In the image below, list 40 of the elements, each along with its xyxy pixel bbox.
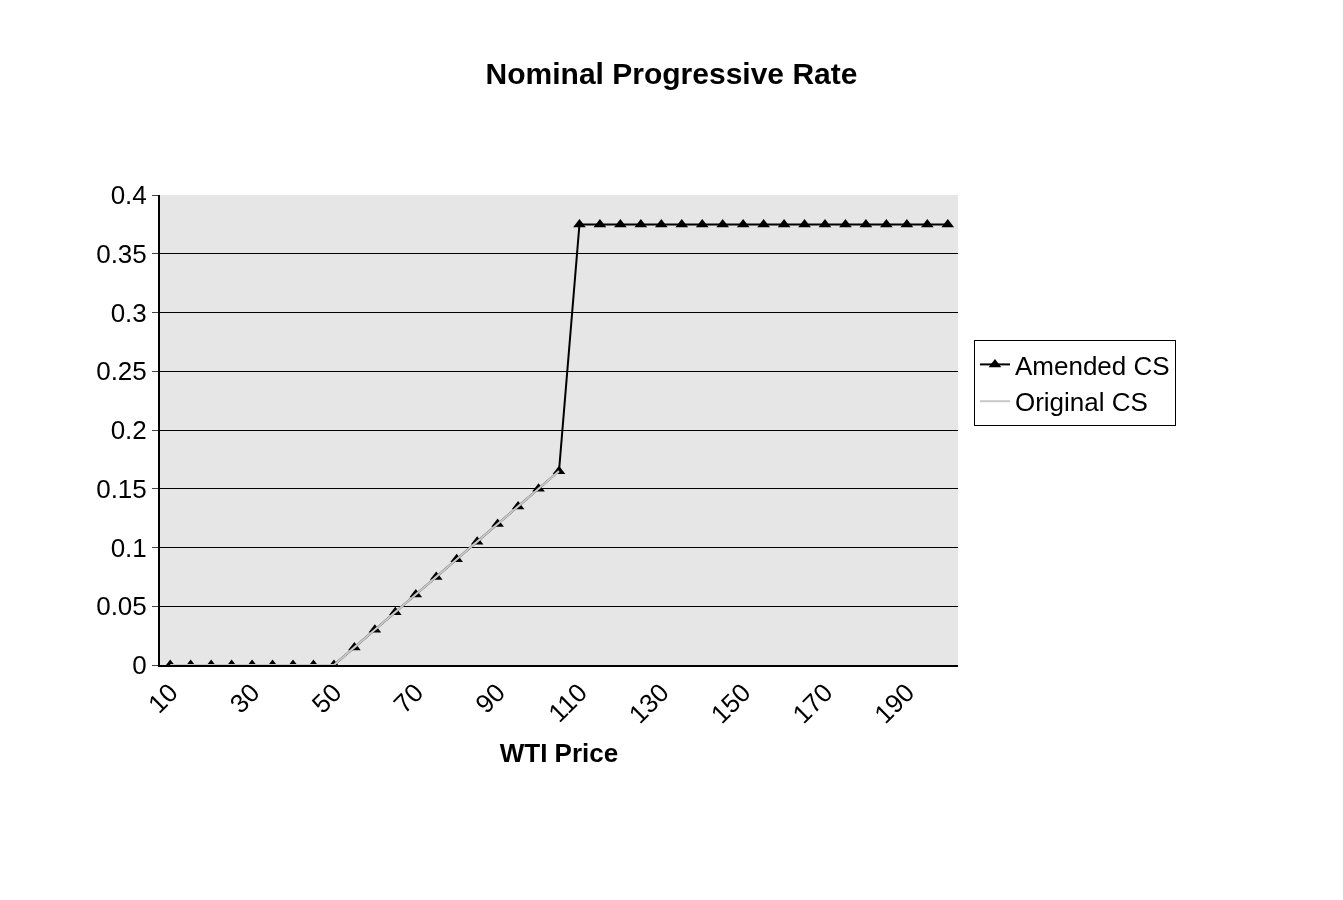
point [614,218,627,228]
point [859,218,873,228]
point [757,218,770,228]
point [798,218,811,228]
x-tick-label: 150 [704,677,757,730]
x-tick-label: 50 [305,677,348,720]
point [839,218,852,228]
point [634,218,648,228]
point [573,218,586,228]
x-tick-label: 170 [786,677,839,730]
point [695,218,709,228]
point [716,218,730,228]
point [654,218,668,228]
y-tick-label: 0.15 [96,473,147,504]
x-axis-title: WTI Price [499,737,619,768]
y-tick-label: 0.2 [110,415,147,446]
y-tick-label: 0.3 [110,297,147,328]
y-tick-label: 0.4 [110,180,147,211]
x-tick-label: 110 [542,677,593,728]
y-tick-label: 0.35 [96,238,147,269]
point [818,218,832,228]
legend-label: Original CS [1014,387,1148,418]
point [675,218,689,228]
x-tick-label: 70 [387,677,430,720]
x-tick-label: 130 [622,677,675,730]
point [920,218,934,228]
x-tick-label: 90 [469,677,512,720]
point [880,218,893,228]
point [941,218,955,228]
point [777,218,791,228]
x-tick-label: 190 [868,677,921,730]
point [736,218,750,228]
x-tick-label: 30 [223,677,266,720]
legend-label: Amended CS [1014,350,1170,381]
y-tick-label: 0.05 [96,591,147,622]
point [900,218,914,228]
point [593,218,607,228]
chart-title: Nominal Progressive Rate [485,57,858,90]
y-tick-label: 0.1 [110,532,147,563]
y-tick-label: 0.25 [96,356,147,387]
